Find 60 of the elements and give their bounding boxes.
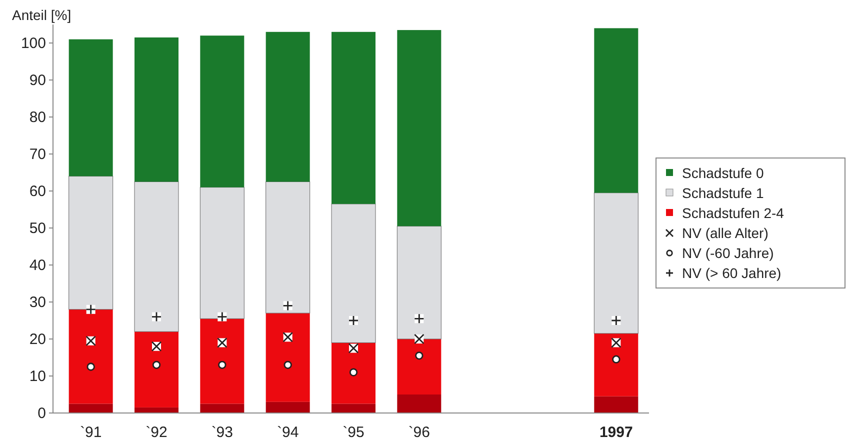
x-tick-label: `96 — [408, 424, 430, 441]
y-tick-label: 10 — [29, 368, 46, 385]
bar — [332, 404, 376, 413]
y-tick-label: 80 — [29, 109, 46, 126]
bar — [134, 37, 178, 182]
bar — [68, 39, 113, 176]
legend-label: NV (-60 Jahre) — [682, 245, 774, 261]
point — [218, 360, 226, 369]
y-tick-label: 50 — [29, 220, 46, 237]
bar — [134, 182, 179, 332]
point — [284, 360, 292, 369]
legend-label: NV (alle Alter) — [682, 225, 768, 241]
bar — [68, 176, 114, 310]
legend-label: Schadstufen 2-4 — [682, 205, 784, 221]
point — [152, 360, 161, 369]
bar — [397, 339, 442, 394]
bar — [594, 396, 638, 413]
bar — [396, 226, 442, 340]
legend-label: Schadstufe 1 — [682, 185, 764, 201]
bar — [200, 187, 244, 319]
bar — [266, 313, 310, 402]
point — [86, 362, 95, 371]
y-tick-label: 90 — [29, 72, 46, 89]
legend-label: Schadstufe 0 — [682, 165, 764, 181]
bar — [200, 36, 244, 188]
x-tick-label: `91 — [80, 424, 102, 441]
point — [349, 368, 358, 376]
y-tick-label: 0 — [38, 405, 46, 422]
bar — [332, 342, 376, 404]
bar — [266, 32, 310, 182]
bar — [594, 192, 638, 334]
bar — [397, 394, 442, 413]
bar — [594, 333, 638, 396]
y-tick-label: 20 — [29, 331, 46, 348]
bar — [266, 402, 310, 413]
y-tick-label: 40 — [29, 257, 46, 274]
point — [415, 352, 424, 360]
bar — [200, 318, 244, 404]
bar — [134, 407, 178, 413]
x-tick-label: `92 — [146, 424, 168, 441]
y-axis-title: Anteil [%] — [12, 7, 72, 23]
x-tick-label: `95 — [342, 424, 364, 441]
x-tick-label: 1997 — [599, 424, 633, 441]
bar — [134, 332, 178, 408]
point — [612, 355, 620, 364]
x-tick-label: `94 — [276, 424, 299, 441]
bar — [266, 182, 310, 314]
y-tick-label: 30 — [29, 294, 46, 311]
bar — [68, 309, 113, 404]
bar — [594, 28, 638, 193]
y-tick-label: 60 — [29, 183, 46, 200]
bar — [331, 204, 376, 343]
y-tick-label: 70 — [29, 146, 46, 163]
bar — [68, 404, 113, 413]
x-tick-label: `93 — [211, 424, 234, 441]
bar — [332, 32, 376, 204]
bar — [200, 404, 244, 413]
y-tick-label: 100 — [20, 35, 46, 52]
legend-label: NV (> 60 Jahre) — [682, 265, 782, 281]
bar — [397, 30, 442, 226]
